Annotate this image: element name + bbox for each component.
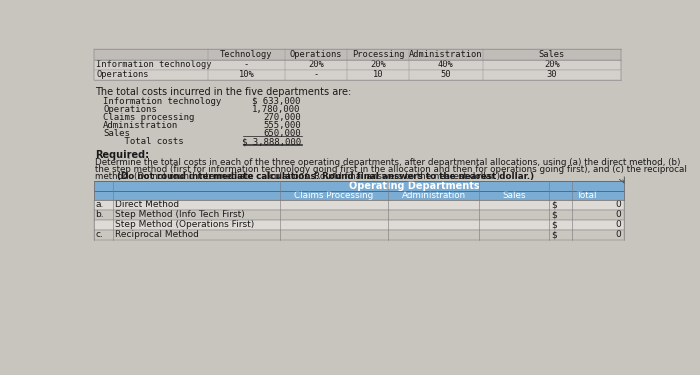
- Text: the step method (first for information technology going first in the allocation : the step method (first for information t…: [95, 165, 687, 174]
- Text: Step Method (Info Tech First): Step Method (Info Tech First): [115, 210, 244, 219]
- Text: Information technology: Information technology: [96, 60, 211, 69]
- Text: 1,780,000: 1,780,000: [252, 105, 300, 114]
- Text: Direct Method: Direct Method: [115, 200, 178, 209]
- Text: $ 633,000: $ 633,000: [252, 97, 300, 106]
- Text: Operations: Operations: [290, 50, 342, 59]
- Text: 10%: 10%: [239, 70, 254, 79]
- Text: Technology: Technology: [220, 50, 272, 59]
- Text: 40%: 40%: [438, 60, 454, 69]
- Text: Information technology: Information technology: [103, 97, 221, 106]
- Text: 270,000: 270,000: [263, 113, 300, 122]
- Text: Step Method (Operations First): Step Method (Operations First): [115, 220, 254, 229]
- Text: Total: Total: [576, 191, 596, 200]
- Text: method. (Do not round intermediate calculations. Round final answers to the near: method. (Do not round intermediate calcu…: [95, 172, 500, 181]
- Text: 20%: 20%: [308, 60, 324, 69]
- Text: 20%: 20%: [544, 60, 559, 69]
- Text: Reciprocal Method: Reciprocal Method: [115, 230, 199, 239]
- Text: 555,000: 555,000: [263, 121, 300, 130]
- Text: Determine the total costs in each of the three operating departments, after depa: Determine the total costs in each of the…: [95, 158, 680, 167]
- Bar: [94, 60, 621, 70]
- Bar: [94, 70, 621, 80]
- Bar: [94, 230, 624, 240]
- Bar: [94, 210, 624, 220]
- Text: 0: 0: [615, 220, 621, 229]
- Text: 650,000: 650,000: [263, 129, 300, 138]
- Text: 0: 0: [615, 200, 621, 209]
- Text: c.: c.: [95, 230, 103, 239]
- Text: $: $: [551, 210, 556, 219]
- Bar: [94, 220, 624, 230]
- Text: (Do not round intermediate calculations. Round final answers to the nearest doll: (Do not round intermediate calculations.…: [117, 172, 534, 181]
- Text: Sales: Sales: [103, 129, 130, 138]
- Text: Processing: Processing: [352, 50, 405, 59]
- Text: $: $: [551, 230, 556, 239]
- Text: 0: 0: [615, 230, 621, 239]
- Text: 0: 0: [615, 210, 621, 219]
- Text: -: -: [244, 60, 249, 69]
- Text: Sales: Sales: [502, 191, 526, 200]
- Text: Required:: Required:: [95, 150, 149, 160]
- Text: 50: 50: [441, 70, 452, 79]
- Text: The total costs incurred in the five departments are:: The total costs incurred in the five dep…: [95, 87, 351, 97]
- Bar: [94, 200, 624, 210]
- Text: 20%: 20%: [370, 60, 386, 69]
- Text: Administration: Administration: [103, 121, 178, 130]
- Bar: [94, 191, 624, 200]
- Text: $: $: [551, 200, 556, 209]
- Text: Sales: Sales: [538, 50, 565, 59]
- Text: 30: 30: [547, 70, 557, 79]
- Text: Total costs: Total costs: [103, 137, 183, 146]
- Text: Claims processing: Claims processing: [103, 113, 195, 122]
- Text: Claims Processing: Claims Processing: [294, 191, 374, 200]
- Text: Administration: Administration: [402, 191, 466, 200]
- Bar: [94, 49, 621, 60]
- Text: a.: a.: [95, 200, 104, 209]
- Text: Operating Departments: Operating Departments: [349, 181, 480, 191]
- Text: Operations: Operations: [96, 70, 148, 79]
- Text: Operations: Operations: [103, 105, 157, 114]
- Text: $: $: [551, 220, 556, 229]
- Text: Administration: Administration: [410, 50, 483, 59]
- Bar: [94, 181, 624, 191]
- Text: b.: b.: [95, 210, 104, 219]
- Text: 10: 10: [373, 70, 384, 79]
- Text: -: -: [314, 70, 318, 79]
- Text: $ 3,888,000: $ 3,888,000: [241, 137, 300, 146]
